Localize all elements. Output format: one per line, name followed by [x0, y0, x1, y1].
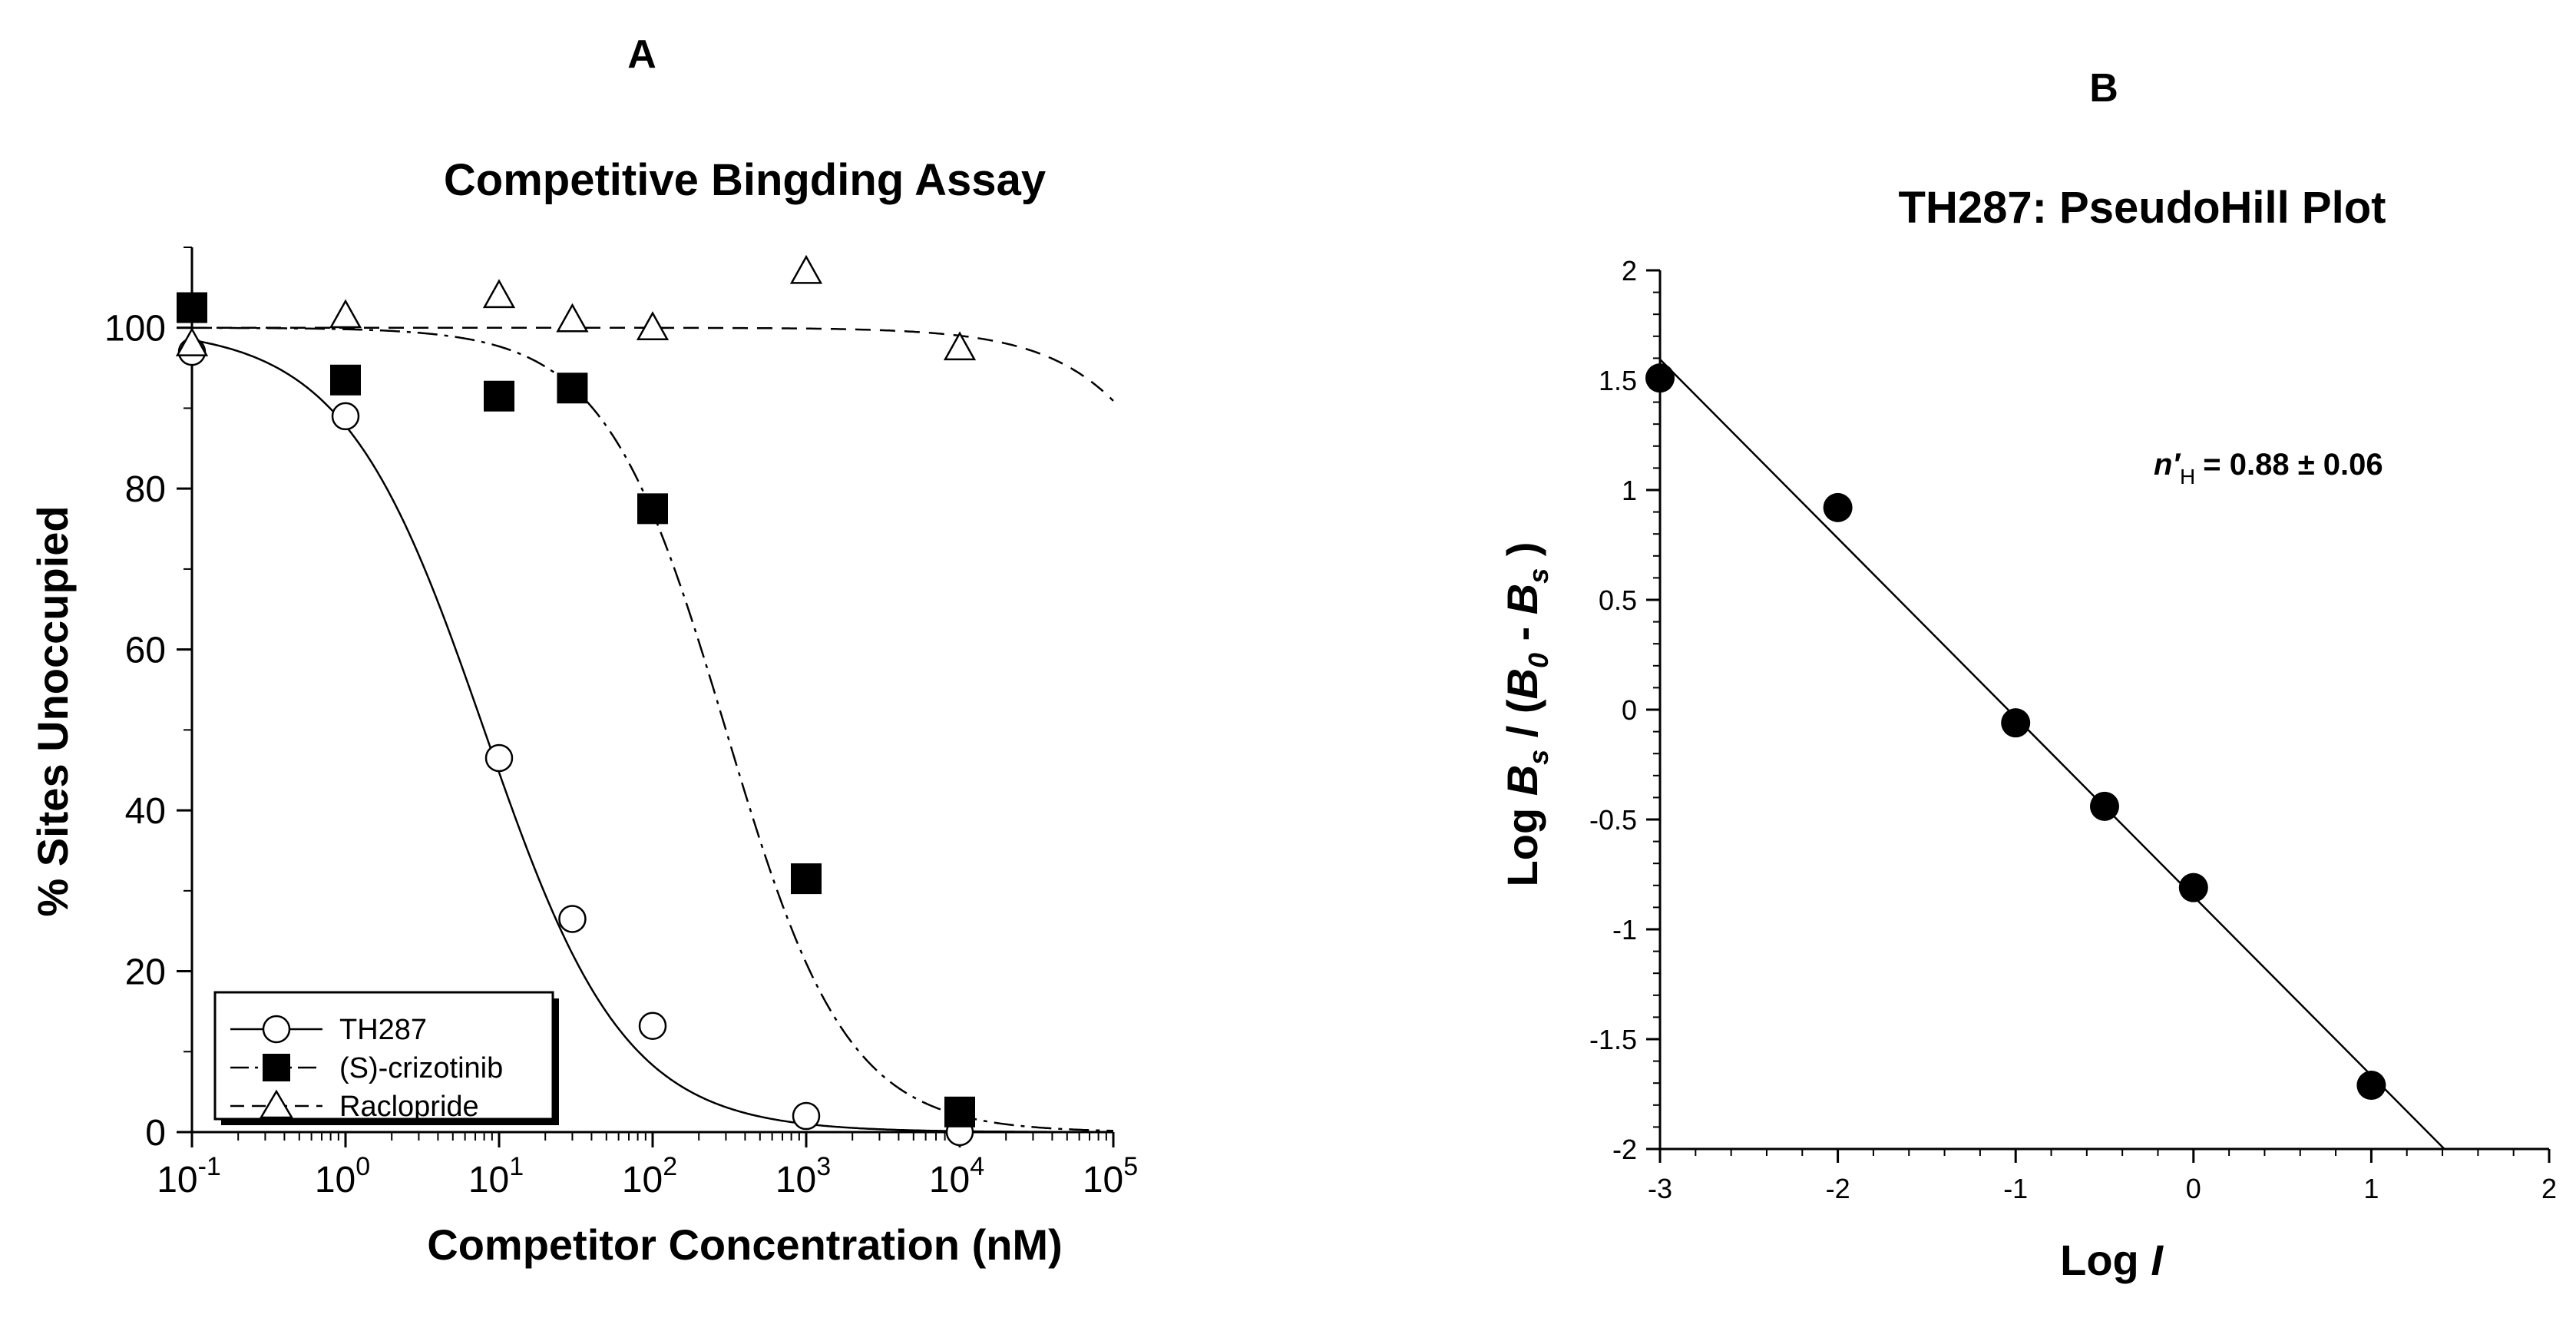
panel-b-title: TH287: PseudoHill Plot [1899, 183, 2386, 233]
open-circle-point [792, 1101, 821, 1131]
filled-circle-point [1645, 363, 1675, 393]
open-triangle-point [789, 254, 823, 284]
y-tick-label: 2 [1622, 255, 1637, 286]
legend-label-th287: TH287 [339, 1014, 427, 1046]
open-triangle-marker [259, 1089, 294, 1119]
filled-square-marker [263, 1054, 290, 1081]
hill-subscript: H [2180, 465, 2195, 488]
y-tick-label: 40 [125, 791, 166, 832]
open-triangle-point [556, 303, 589, 333]
y-tick-label: -2 [1612, 1134, 1637, 1165]
panel-a-x-axis-title: Competitor Concentration (nM) [427, 1220, 1062, 1269]
y-tick-label: -1.5 [1589, 1024, 1637, 1055]
open-circle-point [638, 1012, 667, 1041]
regression-line [1659, 358, 2445, 1150]
legend-entry-crizotinib: (S)-crizotinib [230, 1052, 503, 1084]
x-tick-label: 103 [775, 1152, 831, 1200]
filled-square-point [557, 372, 588, 404]
panel-b-y-axis-title: Log Bs / (B0 - Bs ) [1498, 542, 1554, 887]
panel-a-title: Competitive Bingding Assay [444, 155, 1046, 205]
legend-label-raclopride: Raclopride [339, 1091, 479, 1123]
open-triangle-point [636, 311, 670, 340]
filled-circle-point [2178, 872, 2208, 902]
open-circle-point [484, 743, 514, 773]
x-tick-label: 104 [929, 1152, 984, 1200]
legend-entry-th287: TH287 [230, 1014, 427, 1046]
y-tick-label: 0 [1622, 694, 1637, 726]
filled-square-point [330, 364, 361, 396]
x-tick-label: 0 [2186, 1173, 2201, 1204]
x-tick-label: 10-1 [157, 1152, 221, 1200]
filled-circle-point [2001, 708, 2031, 738]
panel-a-ticks: 10-1 100 101 102 103 104 105 0 20 40 60 80 100 [104, 247, 1138, 1200]
hill-value: = 0.88 ± 0.06 [2203, 448, 2383, 482]
y-tick-label: 20 [125, 952, 166, 993]
filled-circle-point [1823, 492, 1853, 522]
panel-b-fit-line [1659, 358, 2445, 1150]
panel-b: B TH287: PseudoHill Plot Log I Log Bs / … [1498, 66, 2557, 1284]
filled-square-point [177, 292, 207, 323]
x-tick-label: -1 [2003, 1173, 2028, 1204]
panel-a-letter: A [627, 32, 656, 77]
filled-circle-point [2090, 791, 2119, 821]
hill-coefficient-annotation: n′H = 0.88 ± 0.06 [2154, 448, 2383, 488]
filled-square-point [791, 863, 822, 895]
panel-b-letter: B [2089, 66, 2118, 111]
filled-square-point [637, 493, 668, 525]
x-tick-label: -3 [1648, 1173, 1672, 1204]
open-triangle-point [482, 279, 516, 309]
panel-b-x-axis-title: Log I [2060, 1236, 2164, 1284]
y-tick-label: -0.5 [1589, 804, 1637, 836]
open-circle-point [331, 402, 360, 431]
filled-square-point [484, 380, 514, 412]
x-tick-label: 101 [468, 1152, 524, 1200]
legend-label-crizotinib: (S)-crizotinib [339, 1052, 503, 1084]
panel-a-data-points [175, 254, 977, 1147]
hill-symbol: n′ [2154, 448, 2181, 482]
x-tick-label: 105 [1083, 1152, 1138, 1200]
y-tick-label: 0.5 [1599, 584, 1637, 616]
x-tick-label: 102 [622, 1152, 677, 1200]
panel-b-ticks: -3 -2 -1 0 1 2 2 1.5 1 0.5 0 -0.5 -1 -1.5 -2 [1589, 255, 2557, 1204]
open-triangle-point [329, 299, 362, 329]
legend-entry-raclopride: Raclopride [230, 1089, 479, 1123]
open-circle-point [558, 905, 587, 933]
x-tick-label: 1 [2363, 1173, 2379, 1204]
y-tick-label: 100 [104, 309, 166, 349]
y-tick-label: -1 [1612, 914, 1637, 945]
y-tick-label: 1 [1622, 475, 1637, 506]
filled-square-point [944, 1096, 975, 1127]
panel-a-y-axis-title: % Sites Unoccupied [28, 505, 77, 916]
y-tick-label: 60 [125, 631, 166, 671]
open-triangle-point [175, 327, 209, 356]
y-tick-label: 1.5 [1599, 365, 1637, 396]
panel-a: A Competitive Bingding Assay Competitor … [28, 32, 1138, 1269]
y-tick-label: 0 [145, 1113, 166, 1154]
open-triangle-point [943, 331, 977, 361]
x-tick-label: 2 [2541, 1173, 2557, 1204]
panel-b-data-points [1645, 363, 2386, 1101]
x-tick-label: 100 [315, 1152, 370, 1200]
filled-circle-point [2356, 1071, 2386, 1101]
y-tick-label: 80 [125, 469, 166, 510]
open-circle-marker [262, 1015, 291, 1044]
x-tick-label: -2 [1826, 1173, 1850, 1204]
panel-a-legend: TH287 (S)-crizotinib Raclopride [213, 991, 559, 1125]
